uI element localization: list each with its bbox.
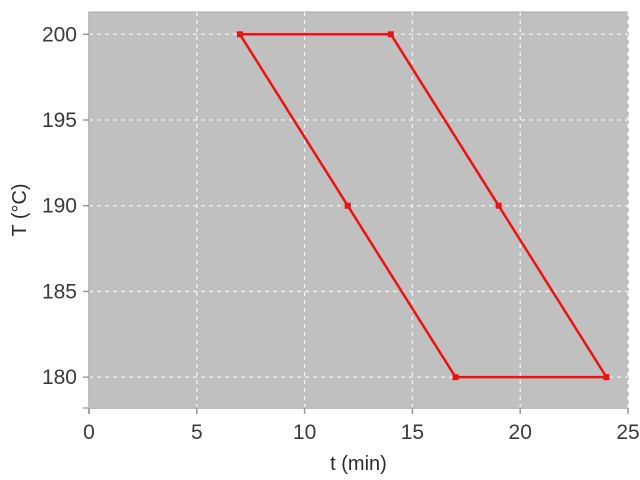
x-axis-title: t (min) xyxy=(330,453,387,475)
plot-area-background xyxy=(88,11,629,409)
x-tick-label: 20 xyxy=(509,421,532,444)
data-point-marker[interactable] xyxy=(495,202,502,209)
x-tick-label: 10 xyxy=(293,421,316,444)
x-tick-label: 25 xyxy=(616,421,639,444)
y-tick-label: 200 xyxy=(42,23,77,46)
data-series xyxy=(236,31,610,381)
y-tick-label: 195 xyxy=(42,109,77,132)
axis-ticks: 180 185 190 195 200 0 5 10 15 20 25 xyxy=(42,23,640,444)
y-axis-title: T (°C) xyxy=(9,183,31,236)
x-tick-label: 15 xyxy=(401,421,424,444)
y-tick-label: 180 xyxy=(42,366,77,389)
data-point-marker[interactable] xyxy=(387,31,394,38)
x-tick-label: 5 xyxy=(191,421,203,444)
x-tick-label: 0 xyxy=(83,421,95,444)
y-tick-label: 185 xyxy=(42,280,77,303)
data-point-marker[interactable] xyxy=(603,374,610,381)
data-point-marker[interactable] xyxy=(236,31,243,38)
data-point-marker[interactable] xyxy=(452,374,459,381)
gridlines xyxy=(89,12,629,408)
y-tick-label: 190 xyxy=(42,195,77,218)
data-point-marker[interactable] xyxy=(344,202,351,209)
